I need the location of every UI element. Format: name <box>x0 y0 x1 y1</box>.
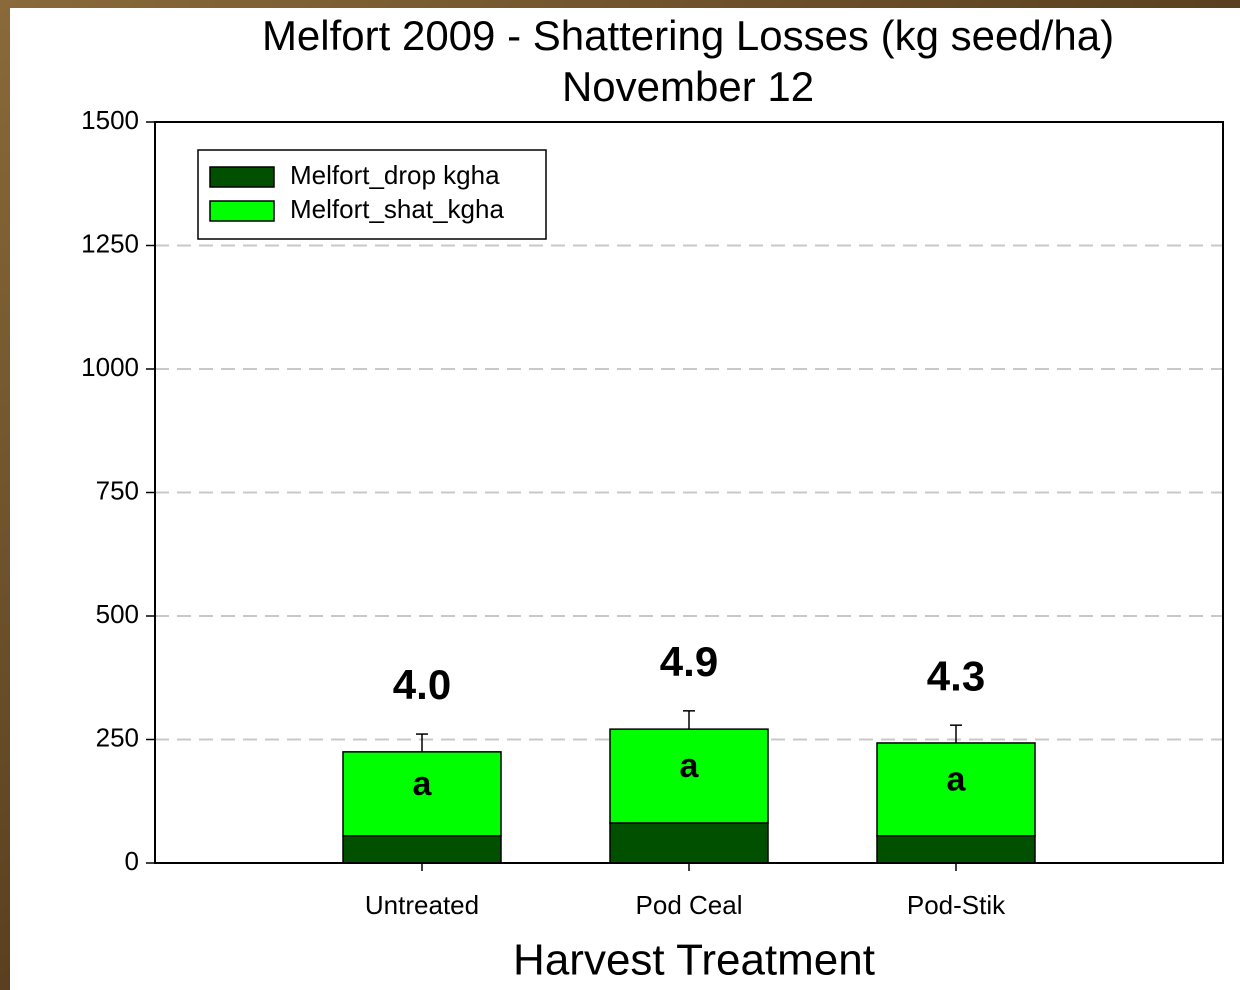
y-tick-label: 1000 <box>81 352 139 382</box>
legend-label: Melfort_drop kgha <box>290 160 500 190</box>
legend-label: Melfort_shat_kgha <box>290 194 504 224</box>
y-tick-label: 500 <box>96 599 139 629</box>
y-tick-label: 0 <box>125 846 139 876</box>
y-tick-label: 250 <box>96 722 139 752</box>
x-tick-label: Untreated <box>365 890 479 920</box>
bar-segment <box>343 836 501 863</box>
bar-label: 4.9 <box>660 638 718 685</box>
significance-letter: a <box>947 760 967 798</box>
significance-letter: a <box>413 765 433 803</box>
bar-label: 4.0 <box>393 661 451 708</box>
chart-title: Melfort 2009 - Shattering Losses (kg see… <box>262 12 1114 59</box>
bar-segment <box>610 823 768 863</box>
legend-swatch <box>210 201 274 221</box>
x-tick-label: Pod Ceal <box>636 890 743 920</box>
x-axis-label: Harvest Treatment <box>513 936 875 985</box>
page: {"chart_data": { "type": "stacked-bar", … <box>0 0 1240 990</box>
significance-letter: a <box>680 747 700 785</box>
x-tick-label: Pod-Stik <box>907 890 1006 920</box>
bar-label: 4.3 <box>927 652 985 699</box>
chart: Melfort 2009 - Shattering Losses (kg see… <box>0 0 1240 990</box>
legend-swatch <box>210 167 274 187</box>
chart-subtitle: November 12 <box>562 63 814 110</box>
y-tick-label: 1500 <box>81 105 139 135</box>
y-tick-label: 1250 <box>81 228 139 258</box>
y-tick-label: 750 <box>96 475 139 505</box>
bar-segment <box>877 836 1035 863</box>
